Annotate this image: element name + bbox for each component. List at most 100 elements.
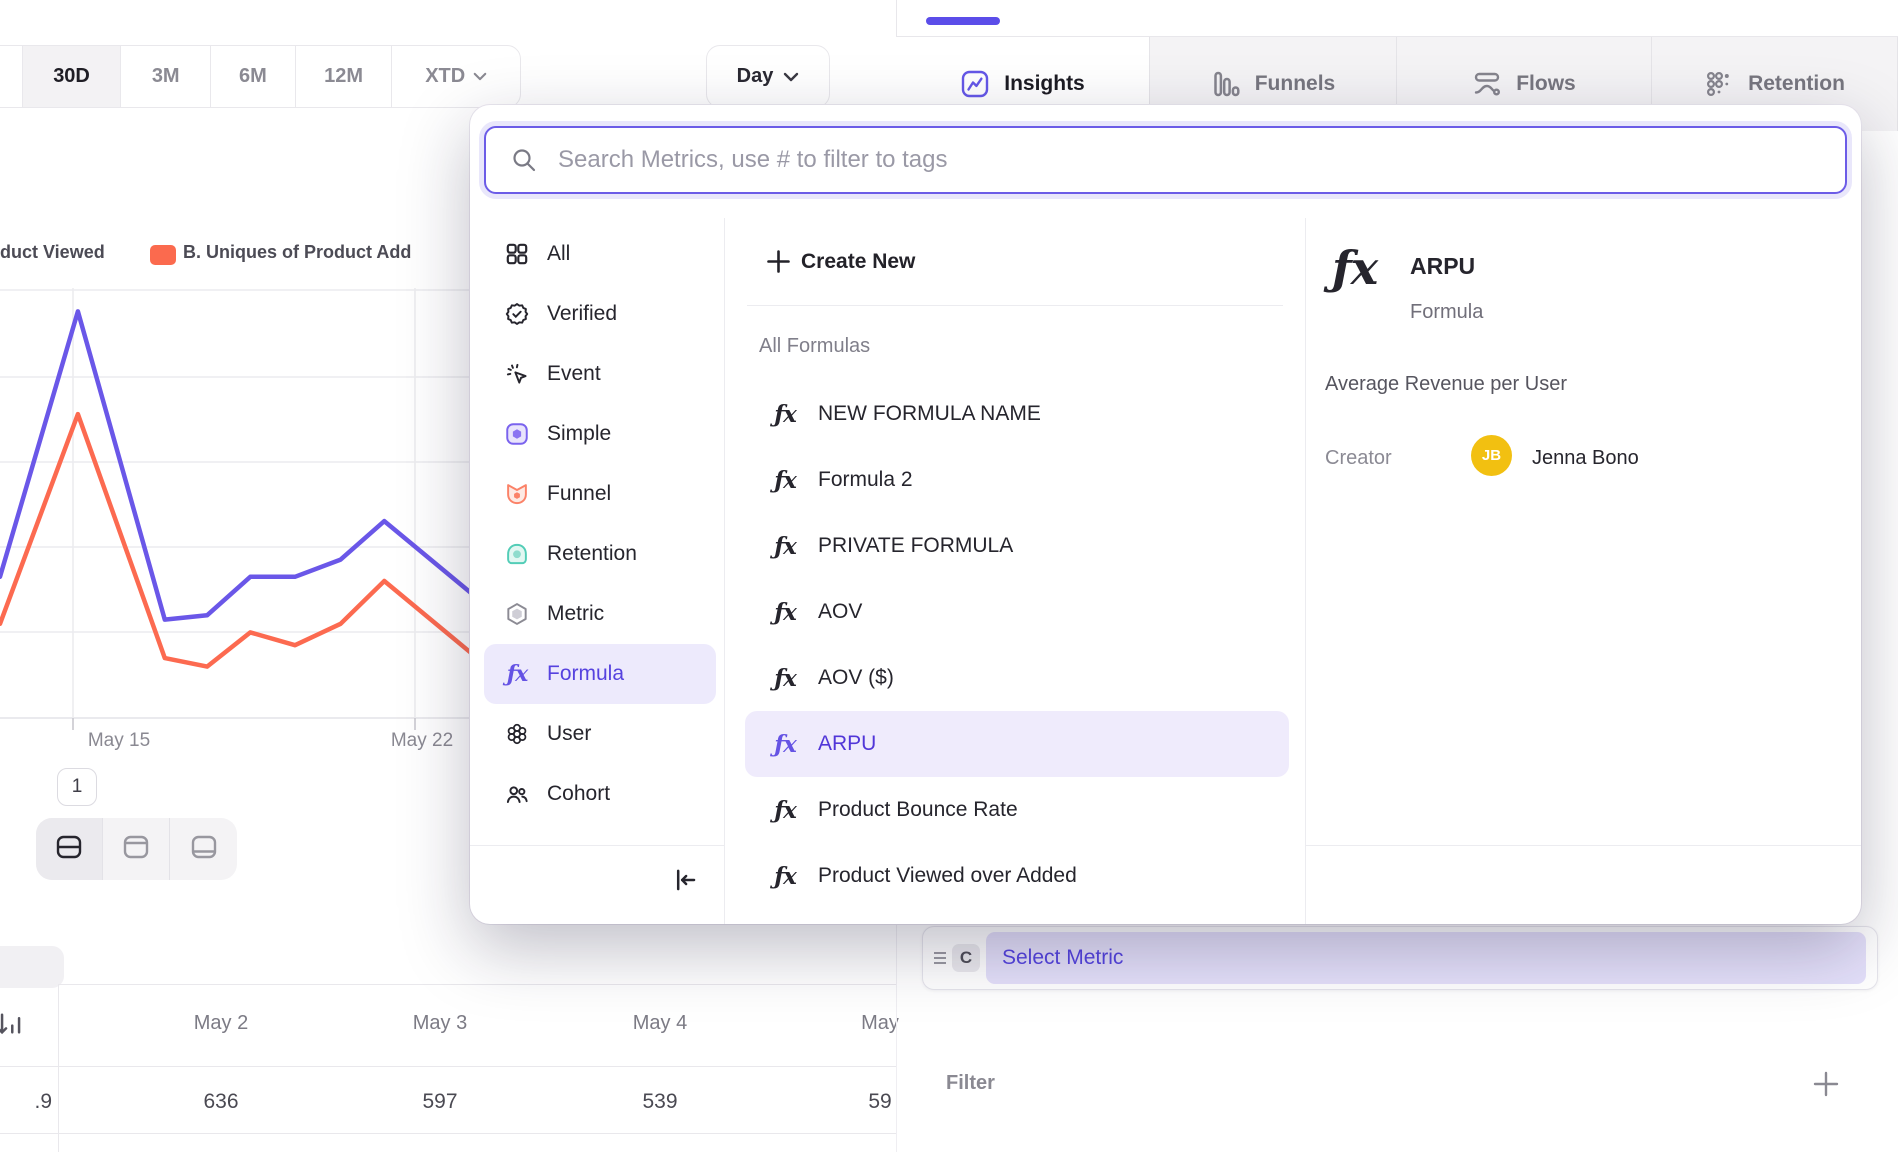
layout-switcher	[36, 818, 237, 880]
formula-item-private-formula[interactable]: ƒx PRIVATE FORMULA	[745, 513, 1289, 579]
time-range-12m[interactable]: 12M	[296, 46, 393, 107]
sidebar-item-user[interactable]: User	[484, 704, 716, 764]
search-bar	[484, 126, 1847, 194]
create-new-divider	[747, 305, 1283, 306]
formula-item-arpu[interactable]: ƒx ARPU	[745, 711, 1289, 777]
formula-item-label: AOV ($)	[818, 666, 894, 689]
detail-description: Average Revenue per User	[1325, 373, 1567, 395]
sort-icon[interactable]	[0, 1008, 27, 1042]
legend-series-b-swatch	[150, 245, 176, 265]
layout-bottom-button[interactable]	[170, 818, 237, 880]
formula-item-label: PRIVATE FORMULA	[818, 534, 1014, 557]
layout-top-button[interactable]	[103, 818, 170, 880]
tab-flows[interactable]: Flows	[1397, 37, 1652, 131]
table-row-border	[0, 1133, 896, 1134]
collapse-sidebar-icon[interactable]	[668, 863, 702, 897]
drag-handle-icon[interactable]	[930, 946, 950, 970]
sidebar-item-metric[interactable]: Metric	[484, 584, 716, 644]
sidebar-item-simple[interactable]: Simple	[484, 404, 716, 464]
tab-label: Retention	[1748, 72, 1845, 95]
formula-item-formula-2[interactable]: ƒx Formula 2	[745, 447, 1289, 513]
insights-icon	[960, 69, 990, 99]
table-header-cell[interactable]: May 4	[632, 1012, 688, 1034]
formula-item-label: Product Bounce Rate	[818, 798, 1018, 821]
plus-icon	[767, 250, 790, 273]
sidebar-item-all[interactable]: All	[484, 224, 716, 284]
table-header-border	[0, 1066, 896, 1067]
add-filter-button[interactable]	[1808, 1066, 1844, 1102]
legend-series-a[interactable]: duct Viewed	[0, 242, 105, 262]
time-range-xtd[interactable]: XTD	[392, 46, 520, 107]
simple-icon	[504, 421, 530, 447]
create-new-label: Create New	[801, 249, 916, 273]
formula-fx-icon: ƒx	[774, 400, 797, 428]
tab-funnels[interactable]: Funnels	[1150, 37, 1397, 131]
detail-title: ARPU	[1410, 253, 1476, 279]
search-icon	[513, 149, 536, 172]
avatar: JB	[1471, 435, 1512, 476]
panel-divider	[896, 924, 897, 1152]
time-range-3m[interactable]: 3M	[121, 46, 212, 107]
table-header-cell[interactable]: May	[861, 1012, 899, 1034]
sidebar-item-retention[interactable]: Retention	[484, 524, 716, 584]
time-range-control: 30D 3M 6M 12M XTD	[0, 45, 521, 108]
funnel-icon	[504, 481, 530, 507]
layout-top-icon	[121, 832, 151, 867]
create-new-button[interactable]: Create New	[725, 218, 1305, 305]
modal-divider-left	[724, 218, 725, 924]
table-value-cell: 597	[422, 1090, 458, 1113]
granularity-label: Day	[736, 65, 774, 87]
layout-split-button[interactable]	[36, 818, 103, 880]
sidebar-item-label: All	[547, 242, 571, 265]
formula-fx-icon: ƒx	[774, 598, 797, 626]
sidebar-item-funnel[interactable]: Funnel	[484, 464, 716, 524]
search-input[interactable]	[558, 146, 1798, 174]
formula-item-label: Formula 2	[818, 468, 913, 491]
tab-label: Flows	[1516, 72, 1576, 95]
formula-item-aov-[interactable]: ƒx AOV ($)	[745, 645, 1289, 711]
verified-badge-icon	[504, 301, 530, 327]
formula-item-new-formula-name[interactable]: ƒx NEW FORMULA NAME	[745, 381, 1289, 447]
sidebar-item-formula[interactable]: ƒx Formula	[484, 644, 716, 704]
modal-divider-right	[1305, 218, 1306, 924]
formula-item-product-bounce-rate[interactable]: ƒx Product Bounce Rate	[745, 777, 1289, 843]
table-value-cell: 59	[868, 1090, 892, 1113]
retention-tab-icon	[1704, 69, 1734, 99]
table-header-cell[interactable]: May 3	[412, 1012, 468, 1034]
metric-hexagon-icon	[504, 601, 530, 627]
legend-series-b[interactable]: B. Uniques of Product Add	[183, 242, 412, 262]
x-axis-tick-label: May 22	[390, 730, 454, 751]
table-column-border	[58, 984, 59, 1152]
x-axis-tick-label: May 15	[87, 730, 151, 751]
time-range-6m[interactable]: 6M	[211, 46, 296, 107]
tab-retention[interactable]: Retention	[1652, 37, 1898, 131]
formula-fx-icon: ƒx	[506, 661, 529, 687]
table-row-label: .9	[34, 1090, 52, 1113]
creator-name: Jenna Bono	[1532, 447, 1639, 469]
sidebar-item-event[interactable]: Event	[484, 344, 716, 404]
time-range-30d[interactable]: 30D	[22, 46, 122, 107]
sidebar-item-cohort[interactable]: Cohort	[484, 764, 716, 824]
category-sidebar: All Verified Event Simple Funnel Retention Met…	[470, 224, 724, 824]
sidebar-item-label: Event	[547, 362, 601, 385]
time-range-partial[interactable]	[0, 46, 23, 107]
formula-item-aov[interactable]: ƒx AOV	[745, 579, 1289, 645]
detail-footer-divider	[1306, 845, 1861, 846]
tab-label: Funnels	[1254, 72, 1336, 95]
flows-icon	[1472, 69, 1502, 99]
granularity-dropdown[interactable]: Day	[706, 45, 830, 108]
active-report-indicator	[926, 17, 1000, 25]
sidebar-item-verified[interactable]: Verified	[484, 284, 716, 344]
formula-item-label: ARPU	[818, 732, 877, 755]
formula-fx-icon-large: ƒx	[1332, 241, 1378, 295]
section-header: All Formulas	[759, 335, 871, 357]
formula-item-label: NEW FORMULA NAME	[818, 402, 1041, 425]
event-click-icon	[504, 361, 530, 387]
formula-item-product-viewed-over-added[interactable]: ƒx Product Viewed over Added	[745, 843, 1289, 909]
pagination-page-button[interactable]: 1	[57, 768, 97, 806]
table-header-cell[interactable]: May 2	[193, 1012, 249, 1034]
select-metric-button[interactable]: Select Metric	[986, 932, 1866, 984]
formula-item-label: Product Viewed over Added	[818, 864, 1077, 887]
metric-picker-modal: All Verified Event Simple Funnel Retention Met…	[470, 105, 1861, 924]
top-nav-strip	[896, 0, 1898, 36]
